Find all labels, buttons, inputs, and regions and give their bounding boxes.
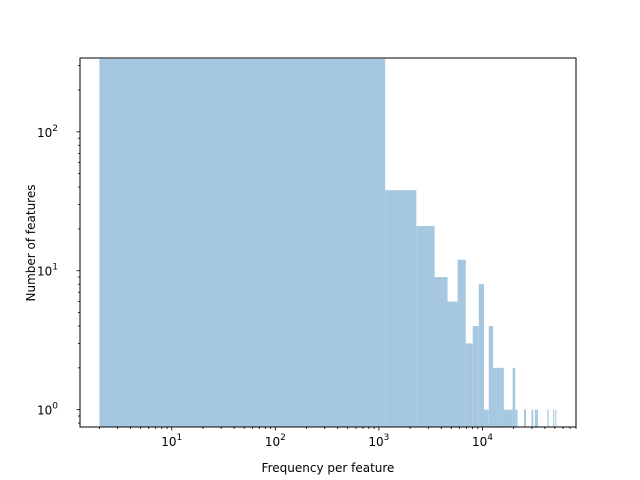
histogram-bar bbox=[512, 367, 516, 427]
histogram-bar bbox=[523, 409, 526, 427]
y-axis-ticks: 100 101 102 bbox=[37, 65, 80, 424]
histogram-bar bbox=[536, 409, 538, 427]
histogram-bar bbox=[509, 409, 513, 427]
histogram-bar bbox=[447, 301, 458, 427]
histogram-bar bbox=[496, 367, 501, 427]
histogram-bar bbox=[472, 326, 479, 427]
x-axis-ticks: 101 102 103 104 bbox=[98, 427, 577, 449]
histogram-bar bbox=[555, 409, 557, 427]
histogram-bar bbox=[457, 259, 466, 427]
histogram-bar bbox=[416, 225, 435, 427]
histogram-bars bbox=[99, 58, 557, 427]
histogram-bar bbox=[465, 343, 473, 427]
histogram-bar bbox=[488, 326, 494, 427]
y-tick-label: 101 bbox=[37, 263, 58, 279]
x-tick-label: 101 bbox=[161, 433, 182, 449]
histogram-bar bbox=[503, 409, 507, 427]
y-axis-label: Number of features bbox=[24, 185, 38, 302]
y-tick-label: 102 bbox=[37, 124, 58, 140]
histogram-bar bbox=[434, 277, 448, 427]
histogram-bar bbox=[484, 409, 489, 427]
x-tick-label: 102 bbox=[265, 433, 286, 449]
plot-frame bbox=[79, 57, 577, 428]
y-tick-label: 100 bbox=[37, 402, 58, 418]
x-tick-label: 103 bbox=[368, 433, 389, 449]
x-axis-label: Frequency per feature bbox=[262, 461, 395, 475]
histogram-bar bbox=[385, 190, 417, 427]
histogram-bar bbox=[99, 58, 386, 427]
histogram-bar bbox=[553, 409, 555, 427]
histogram-bar bbox=[531, 409, 534, 427]
histogram-bar bbox=[478, 284, 485, 427]
histogram-bar bbox=[493, 367, 497, 427]
histogram-bar bbox=[500, 367, 504, 427]
histogram-bar bbox=[547, 409, 549, 427]
histogram-bar bbox=[515, 409, 518, 427]
x-tick-label: 104 bbox=[472, 433, 493, 449]
histogram-bar bbox=[506, 409, 510, 427]
histogram-bar bbox=[534, 409, 537, 427]
